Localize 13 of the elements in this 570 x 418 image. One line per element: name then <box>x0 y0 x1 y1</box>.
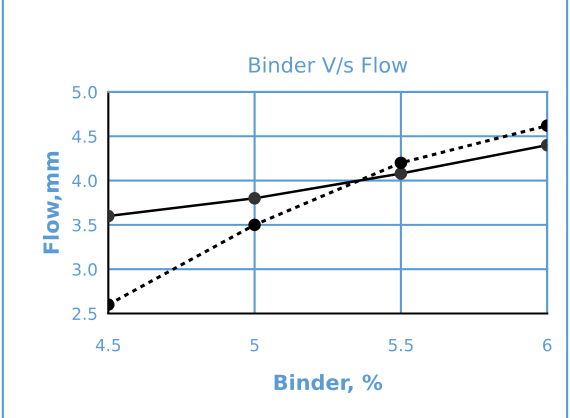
y-tick-label: 4.0 <box>72 174 97 188</box>
x-tick-label: 4.5 <box>96 339 120 352</box>
chart-title: Binder V/s Flow <box>249 56 408 74</box>
y-tick-label: 3.0 <box>72 263 97 276</box>
y-tick-label: 2.5 <box>72 307 96 320</box>
x-tick-label: 5.5 <box>388 339 413 352</box>
x-tick-label: 5 <box>250 339 258 352</box>
x-tick-label: 6 <box>543 338 552 352</box>
x-axis-title: Binder, % <box>274 374 382 393</box>
y-axis-title: Flow,mm <box>42 152 62 254</box>
y-tick-label: 3.5 <box>72 218 96 232</box>
y-tick-label: 5.0 <box>72 86 97 99</box>
y-tick-label: 4.5 <box>72 130 96 143</box>
